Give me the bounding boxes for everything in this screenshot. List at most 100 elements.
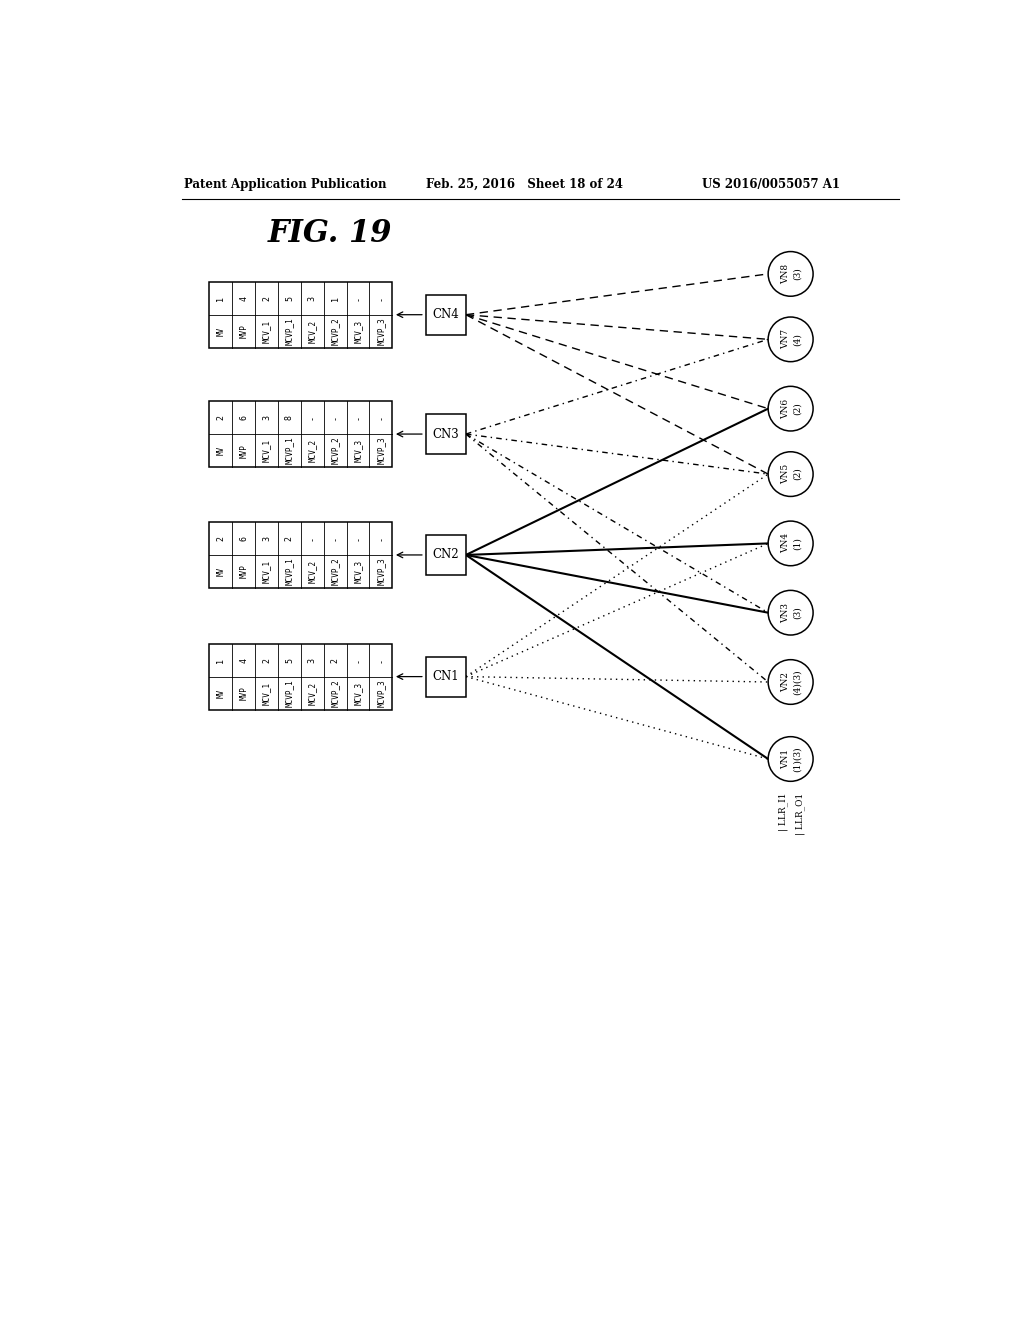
Text: MCV_2: MCV_2 [308, 681, 316, 705]
Text: 1: 1 [331, 296, 340, 301]
Text: -: - [353, 536, 362, 541]
Text: 6: 6 [240, 536, 248, 541]
Text: MVP: MVP [240, 686, 248, 700]
Text: 3: 3 [308, 657, 316, 663]
Text: | LLR_O1: | LLR_O1 [795, 793, 805, 836]
Text: MCV_2: MCV_2 [308, 560, 316, 583]
Bar [426, 414, 466, 454]
Text: VN2: VN2 [780, 672, 790, 692]
Text: US 2016/0055057 A1: US 2016/0055057 A1 [701, 178, 840, 190]
Text: VN6: VN6 [780, 399, 790, 418]
Text: MV: MV [216, 446, 225, 455]
Text: 5: 5 [285, 657, 294, 663]
Circle shape [768, 317, 813, 362]
Text: (4)(3): (4)(3) [794, 669, 802, 694]
Text: MCV_1: MCV_1 [262, 681, 271, 705]
Text: MCVP_1: MCVP_1 [285, 557, 294, 585]
Text: | LLR_I1: | LLR_I1 [778, 793, 787, 832]
Text: CN4: CN4 [432, 308, 459, 321]
Text: 8: 8 [285, 414, 294, 420]
Bar [426, 656, 466, 697]
Text: MCVP_2: MCVP_2 [331, 680, 340, 708]
Circle shape [768, 590, 813, 635]
Text: MV: MV [216, 689, 225, 698]
Text: 3: 3 [308, 296, 316, 301]
Text: (3): (3) [794, 606, 802, 619]
Text: -: - [308, 414, 316, 420]
Text: VN4: VN4 [780, 533, 790, 553]
Circle shape [768, 451, 813, 496]
Text: MCVP_2: MCVP_2 [331, 437, 340, 465]
Text: -: - [353, 414, 362, 420]
Text: MV: MV [216, 326, 225, 335]
Text: 2: 2 [216, 536, 225, 541]
Circle shape [768, 737, 813, 781]
Text: FIG. 19: FIG. 19 [267, 219, 392, 249]
Text: MCV_2: MCV_2 [308, 319, 316, 343]
Text: MCV_3: MCV_3 [353, 440, 362, 462]
Text: MCV_1: MCV_1 [262, 560, 271, 583]
Bar [209, 281, 392, 348]
Bar [209, 521, 392, 589]
Text: MCVP_3: MCVP_3 [377, 680, 385, 708]
Text: MCVP_3: MCVP_3 [377, 437, 385, 465]
Text: MCV_3: MCV_3 [353, 560, 362, 583]
Text: -: - [353, 296, 362, 301]
Text: 3: 3 [262, 414, 271, 420]
Text: MCV_1: MCV_1 [262, 319, 271, 343]
Text: 6: 6 [240, 414, 248, 420]
Circle shape [768, 660, 813, 705]
Text: -: - [331, 414, 340, 420]
Text: -: - [377, 657, 385, 663]
Circle shape [768, 387, 813, 432]
Text: 1: 1 [216, 657, 225, 663]
Text: MVP: MVP [240, 325, 248, 338]
Text: MCV_2: MCV_2 [308, 440, 316, 462]
Text: 5: 5 [285, 296, 294, 301]
Text: VN8: VN8 [780, 264, 790, 284]
Text: Feb. 25, 2016   Sheet 18 of 24: Feb. 25, 2016 Sheet 18 of 24 [426, 178, 624, 190]
Text: MCVP_2: MCVP_2 [331, 557, 340, 585]
Bar [426, 535, 466, 576]
Text: VN5: VN5 [780, 463, 790, 484]
Text: VN1: VN1 [780, 748, 790, 770]
Bar [209, 401, 392, 467]
Text: CN2: CN2 [432, 548, 459, 561]
Text: MCV_3: MCV_3 [353, 681, 362, 705]
Text: MCVP_3: MCVP_3 [377, 557, 385, 585]
Text: CN1: CN1 [432, 671, 459, 684]
Text: (1): (1) [794, 537, 802, 550]
Text: (3): (3) [794, 268, 802, 280]
Text: 2: 2 [331, 657, 340, 663]
Text: 2: 2 [285, 536, 294, 541]
Text: MCVP_1: MCVP_1 [285, 317, 294, 345]
Text: MCVP_1: MCVP_1 [285, 680, 294, 708]
Text: 2: 2 [216, 414, 225, 420]
Text: MCVP_2: MCVP_2 [331, 317, 340, 345]
Text: -: - [377, 296, 385, 301]
Bar [426, 294, 466, 335]
Text: (1)(3): (1)(3) [794, 746, 802, 772]
Text: VN3: VN3 [780, 603, 790, 623]
Circle shape [768, 252, 813, 296]
Text: MCV_1: MCV_1 [262, 440, 271, 462]
Text: -: - [353, 657, 362, 663]
Text: MCVP_3: MCVP_3 [377, 317, 385, 345]
Text: Patent Application Publication: Patent Application Publication [183, 178, 386, 190]
Text: -: - [377, 414, 385, 420]
Text: MV: MV [216, 566, 225, 576]
Text: MCV_3: MCV_3 [353, 319, 362, 343]
Text: MCVP_1: MCVP_1 [285, 437, 294, 465]
Text: -: - [377, 536, 385, 541]
Text: 1: 1 [216, 296, 225, 301]
Text: (2): (2) [794, 403, 802, 414]
Circle shape [768, 521, 813, 566]
Text: (2): (2) [794, 467, 802, 480]
Text: -: - [308, 536, 316, 541]
Text: MVP: MVP [240, 444, 248, 458]
Text: 2: 2 [262, 296, 271, 301]
Bar [209, 644, 392, 710]
Text: CN3: CN3 [432, 428, 459, 441]
Text: VN7: VN7 [780, 329, 790, 350]
Text: 3: 3 [262, 536, 271, 541]
